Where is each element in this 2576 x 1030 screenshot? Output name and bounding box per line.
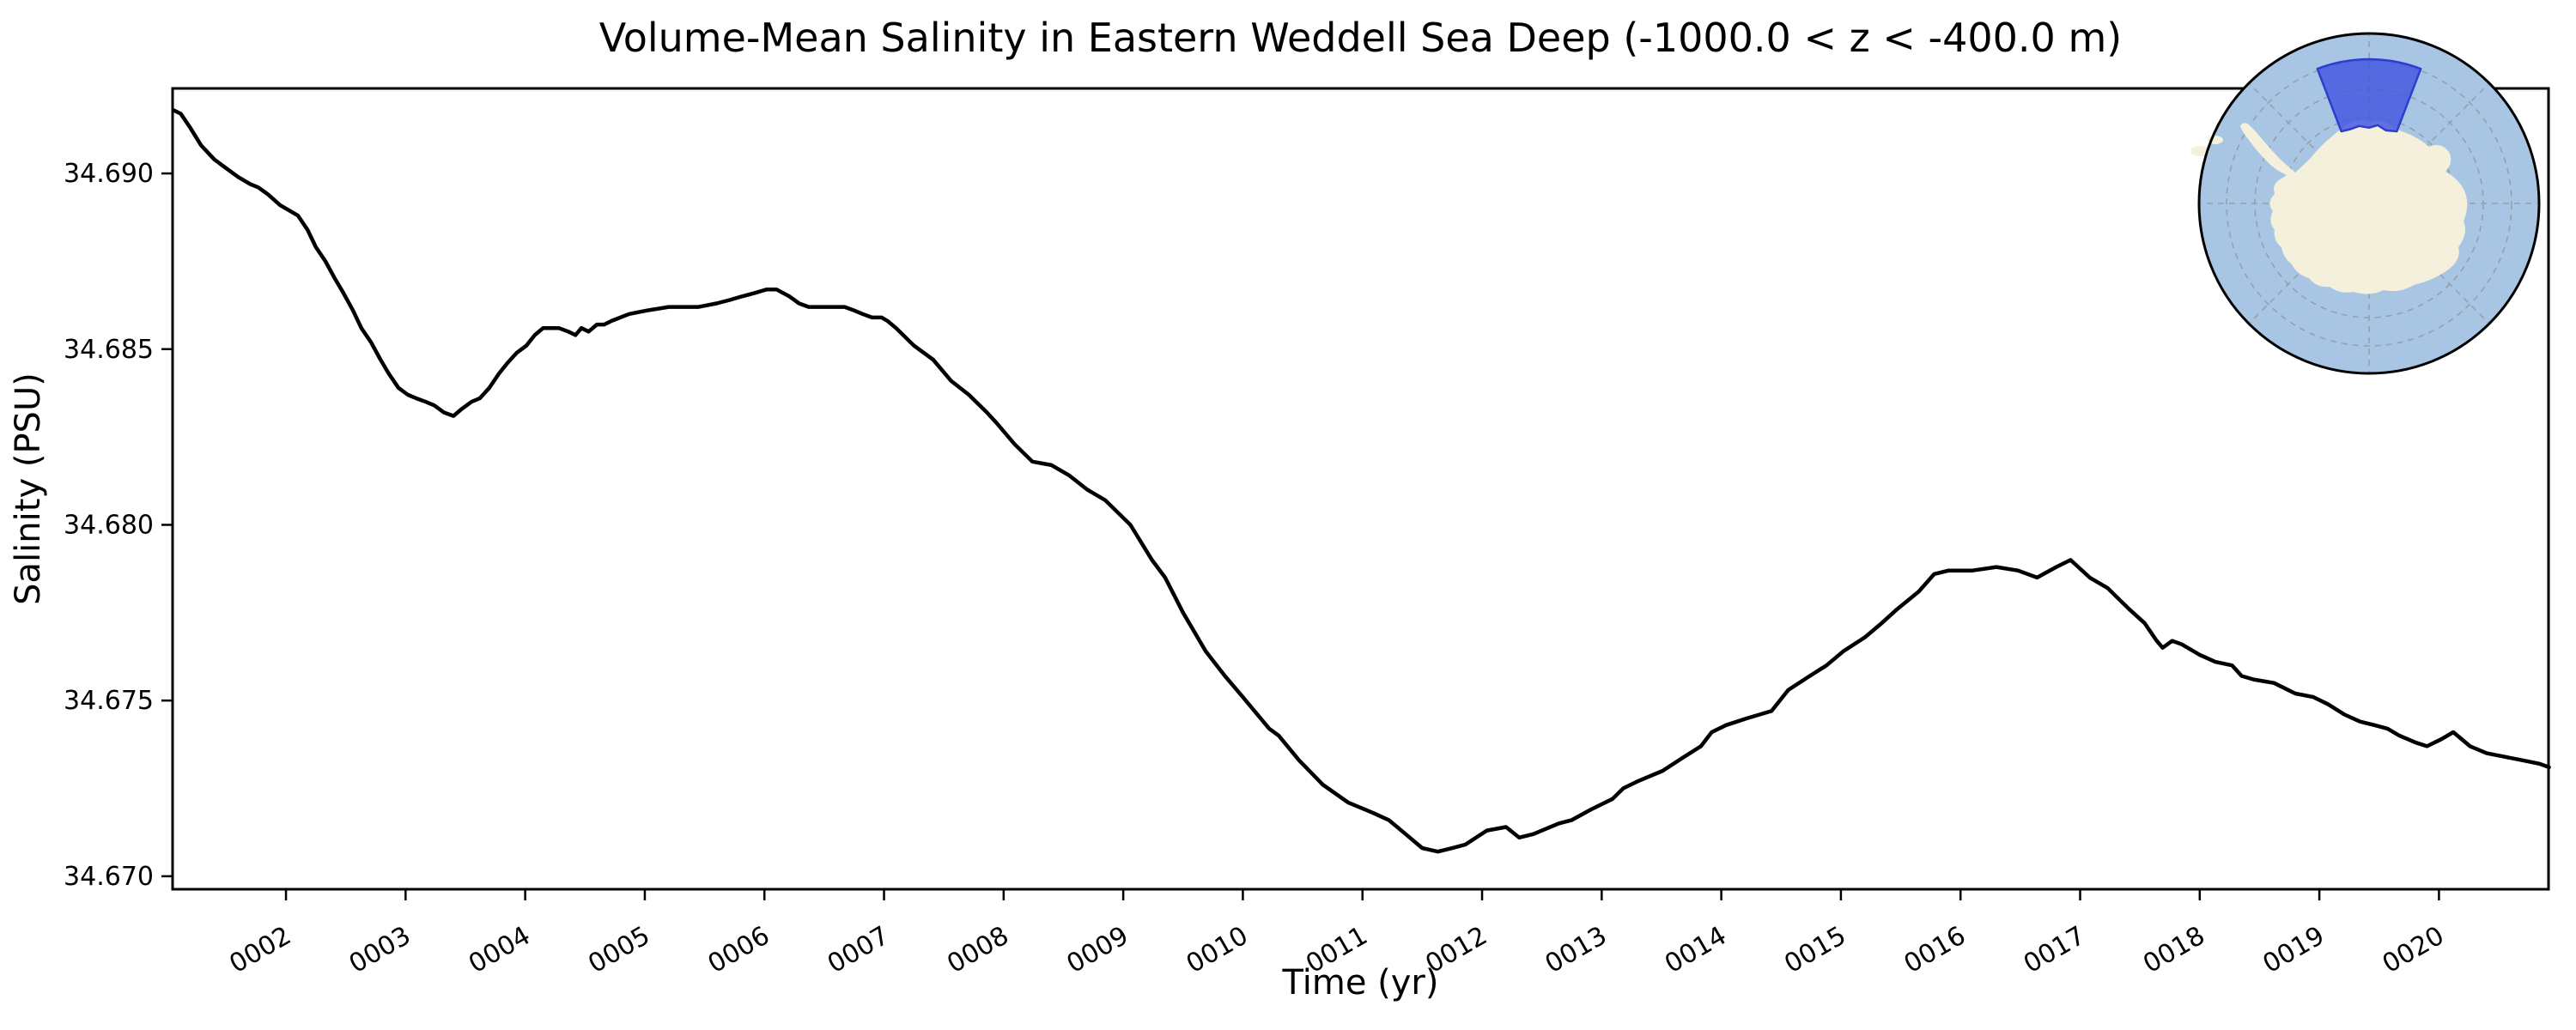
inset-highlight-region: [2316, 58, 2422, 133]
inset-outline: [2197, 32, 2541, 375]
x-tick-label: 0014: [1660, 921, 1732, 979]
y-tick-label: 34.680: [64, 510, 154, 540]
x-tick-label: 0003: [344, 921, 416, 979]
x-tick-label: 0016: [1899, 921, 1971, 979]
x-tick-label: 0006: [703, 921, 775, 979]
x-tick-label: 0010: [1182, 921, 1254, 979]
x-tick-label: 0004: [464, 921, 536, 979]
x-tick-label: 0015: [1779, 921, 1851, 979]
inset-island: [2190, 146, 2209, 156]
x-tick-label: 0019: [2257, 921, 2330, 979]
x-axis-label: Time (yr): [1282, 963, 1439, 1003]
x-tick-label: 0017: [2019, 921, 2091, 979]
antarctic-map-inset: [2190, 32, 2541, 375]
x-tick-label: 0018: [2138, 921, 2210, 979]
y-tick-label: 34.675: [64, 686, 154, 716]
x-tick-label: 0002: [224, 921, 296, 979]
y-tick-label: 34.690: [64, 159, 154, 189]
x-tick-label: 0009: [1062, 921, 1134, 979]
x-tick-label: 0008: [942, 921, 1014, 979]
axes-frame: [171, 87, 2550, 891]
salinity-series-line: [171, 108, 2551, 854]
x-tick-label: 0020: [2378, 921, 2450, 979]
y-tick-label: 34.685: [64, 335, 154, 365]
x-tick-label: 0007: [823, 921, 895, 979]
inset-antarctica-land: [2240, 119, 2468, 294]
chart-title: Volume-Mean Salinity in Eastern Weddell …: [599, 15, 2122, 61]
x-tick-label: 0005: [583, 921, 655, 979]
y-axis-label: Salinity (PSU): [9, 373, 48, 605]
x-tick-label: 0013: [1540, 921, 1613, 979]
y-tick-label: 34.670: [64, 862, 154, 892]
